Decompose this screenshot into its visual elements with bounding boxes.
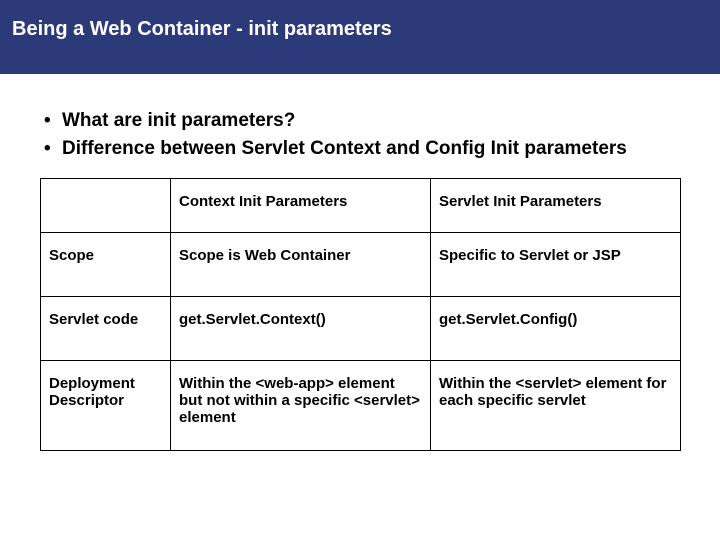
table-cell: get.Servlet.Config() — [431, 297, 681, 361]
table-row: Deployment Descriptor Within the <web-ap… — [41, 361, 681, 451]
slide: Being a Web Container - init parameters … — [0, 0, 720, 540]
title-bar: Being a Web Container - init parameters — [0, 0, 720, 74]
table-header-row: Context Init Parameters Servlet Init Par… — [41, 179, 681, 233]
table-header-cell — [41, 179, 171, 233]
table-header-cell: Servlet Init Parameters — [431, 179, 681, 233]
table-cell: Servlet code — [41, 297, 171, 361]
slide-title: Being a Web Container - init parameters — [12, 18, 392, 40]
table-row: Scope Scope is Web Container Specific to… — [41, 233, 681, 297]
table-cell: Within the <web-app> element but not wit… — [171, 361, 431, 451]
table-cell: Specific to Servlet or JSP — [431, 233, 681, 297]
table-header-cell: Context Init Parameters — [171, 179, 431, 233]
table-cell: Deployment Descriptor — [41, 361, 171, 451]
bullet-item: Difference between Servlet Context and C… — [38, 138, 700, 160]
table-cell: get.Servlet.Context() — [171, 297, 431, 361]
table-cell: Scope is Web Container — [171, 233, 431, 297]
table-cell: Within the <servlet> element for each sp… — [431, 361, 681, 451]
table-row: Servlet code get.Servlet.Context() get.S… — [41, 297, 681, 361]
comparison-table: Context Init Parameters Servlet Init Par… — [40, 178, 681, 451]
bullet-item: What are init parameters? — [38, 110, 700, 132]
bullet-list: What are init parameters? Difference bet… — [38, 110, 700, 160]
table-cell: Scope — [41, 233, 171, 297]
